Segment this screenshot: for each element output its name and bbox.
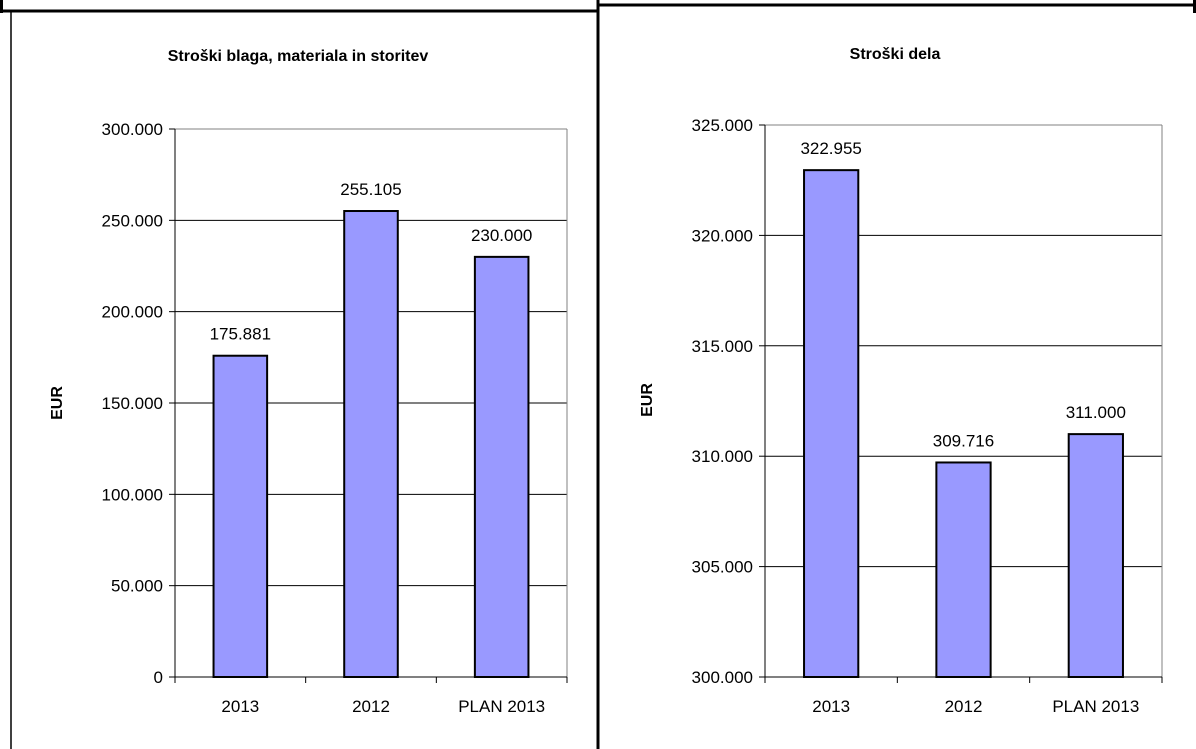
y-tick-label: 315.000 [692, 337, 753, 356]
y-tick-label: 200.000 [102, 303, 163, 322]
x-tick-label: 2013 [812, 697, 850, 716]
data-label: 175.881 [210, 325, 271, 344]
y-tick-label: 0 [154, 668, 163, 687]
axes [169, 128, 568, 683]
bar [803, 169, 860, 678]
bar [473, 255, 530, 678]
y-axis-label: EUR [49, 386, 66, 420]
x-tick-label: PLAN 2013 [1052, 697, 1139, 716]
data-label: 255.105 [340, 180, 401, 199]
y-tick-label: 325.000 [692, 116, 753, 135]
y-tick-label: 300.000 [102, 120, 163, 139]
y-axis-label: EUR [639, 383, 656, 417]
bar [935, 461, 992, 679]
y-tick-label: 150.000 [102, 394, 163, 413]
y-tick-label: 100.000 [102, 485, 163, 504]
bars [212, 210, 530, 678]
data-label: 322.955 [800, 139, 861, 158]
x-tick-label: 2012 [945, 697, 983, 716]
y-tick-label: 300.000 [692, 668, 753, 687]
bar [343, 210, 399, 678]
y-tick-label: 310.000 [692, 447, 753, 466]
data-label: 309.716 [933, 431, 994, 450]
y-tick-label: 50.000 [111, 577, 163, 596]
chart-title: Stroški blaga, materiala in storitev [168, 48, 429, 65]
axes [759, 124, 1163, 683]
x-tick-label: 2012 [352, 697, 390, 716]
y-tick-label: 320.000 [692, 226, 753, 245]
y-tick-label: 250.000 [102, 211, 163, 230]
chart-title: Stroški dela [850, 46, 941, 63]
bars [803, 169, 1124, 679]
labels: 300.000 305.000 310.000 315.000 320.000 325.0… [692, 116, 1140, 716]
data-label: 311.000 [1066, 403, 1126, 422]
chart-labor-costs: Stroški dela EUR 300.000 305.000 310.000 31… [639, 46, 1163, 716]
chart-costs-goods-materials-services: Stroški blaga, materiala in storitev EUR… [49, 48, 568, 716]
x-tick-label: PLAN 2013 [458, 697, 545, 716]
labels: 0 50.000 100.000 150.000 200.000 250.000 300.0… [102, 120, 546, 716]
x-tick-label: 2013 [221, 697, 259, 716]
bar [1067, 433, 1124, 678]
data-label: 230.000 [471, 226, 532, 245]
bar [212, 354, 269, 678]
y-tick-label: 305.000 [692, 558, 753, 577]
